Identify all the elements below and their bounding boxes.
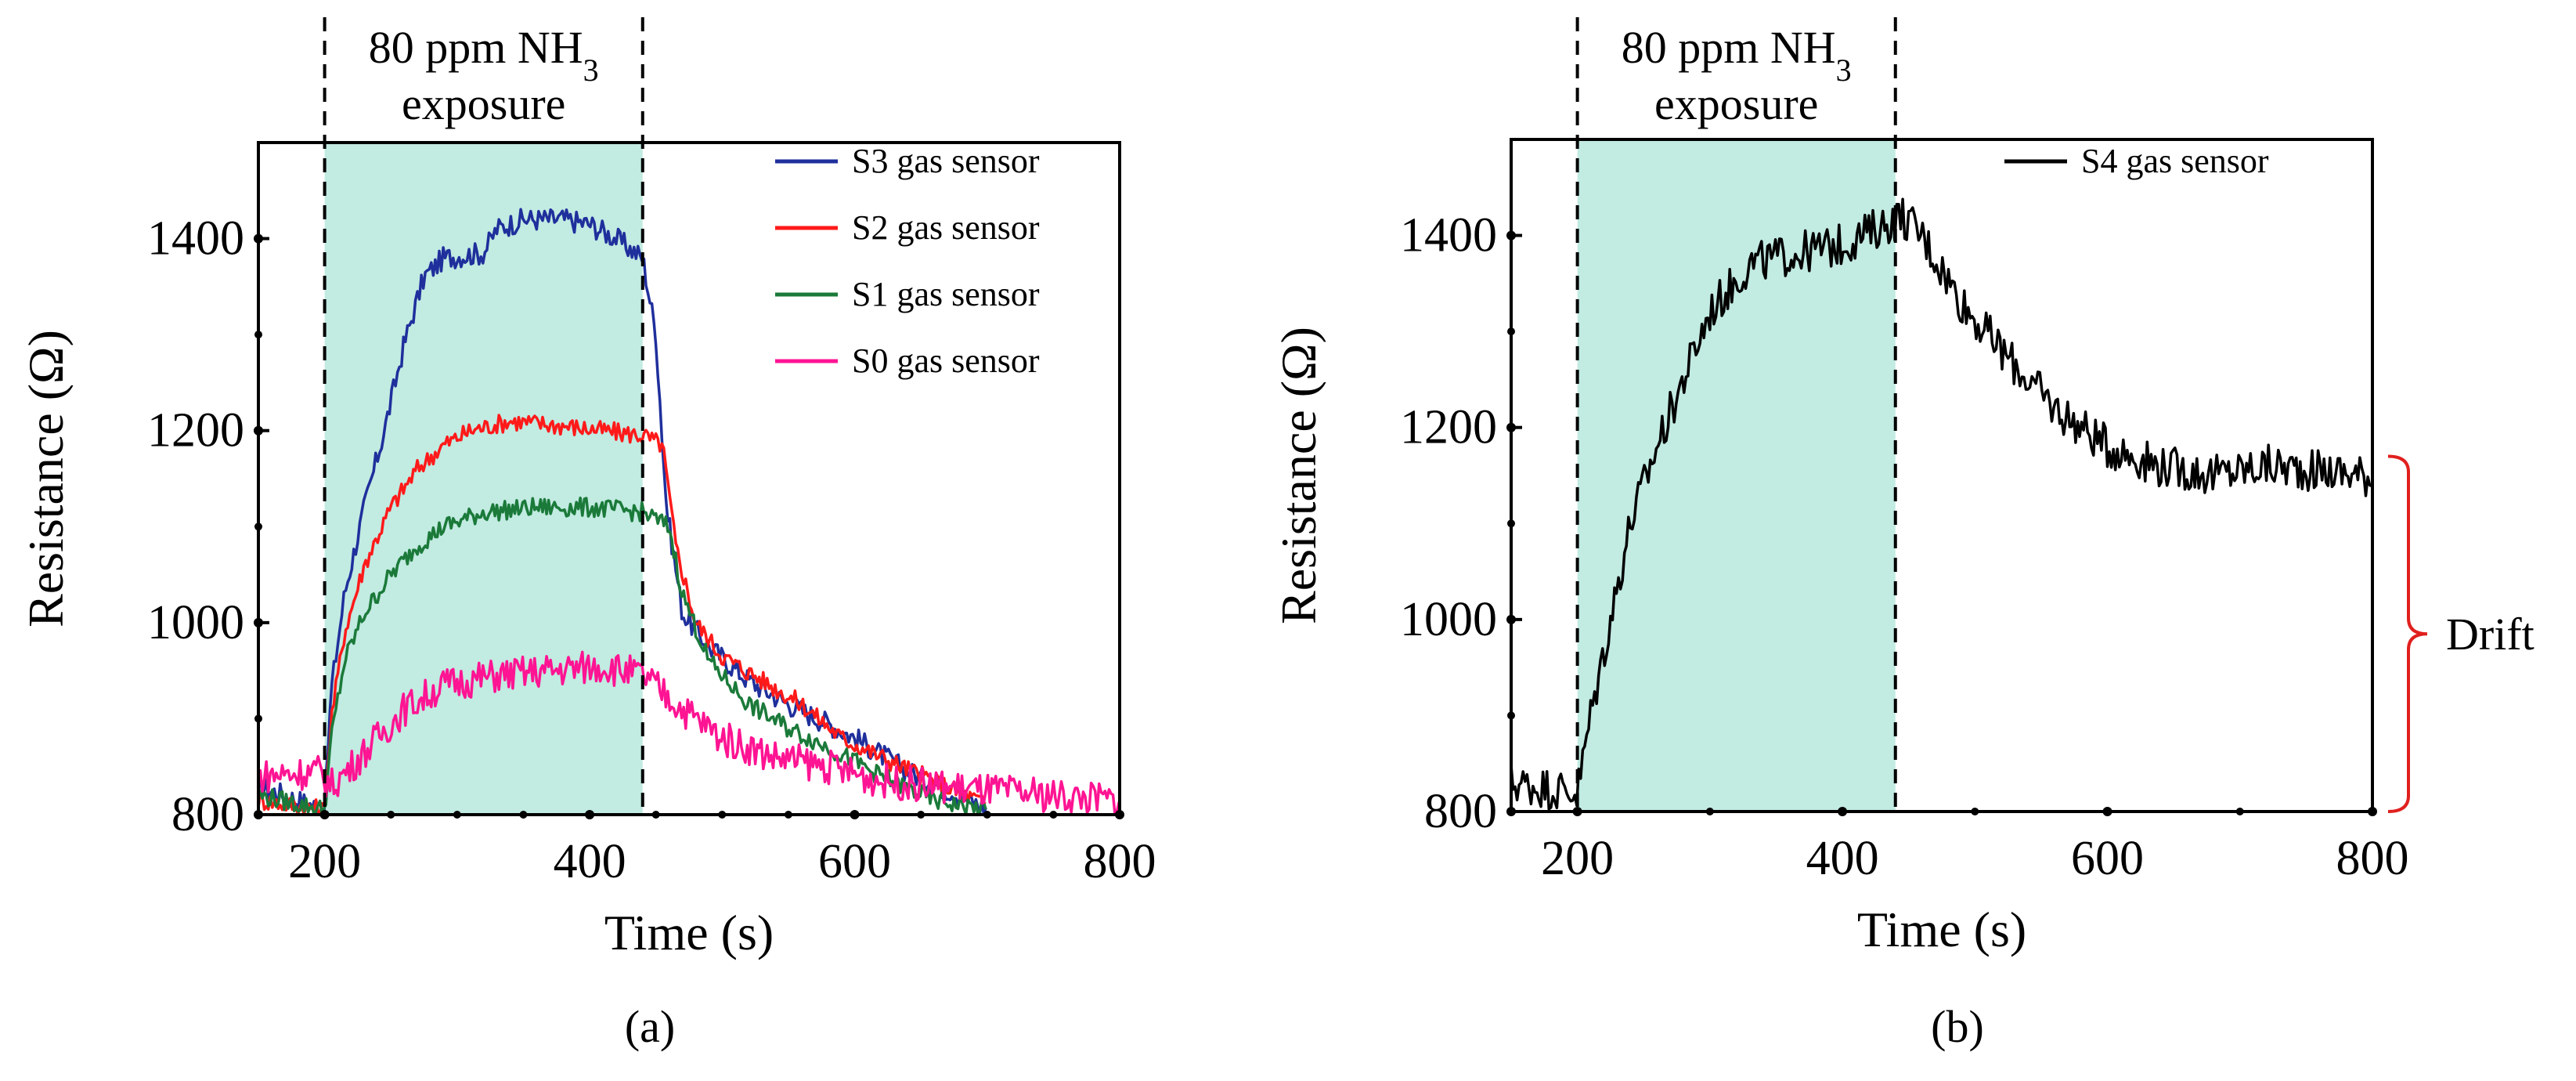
x-tick-dot	[850, 810, 860, 819]
drift-brace	[2387, 454, 2428, 813]
exposure-label-line1: 80 ppm NH3	[369, 22, 599, 88]
y-minor-tick	[254, 714, 262, 723]
series-line-s4	[1510, 197, 2372, 811]
y-tick-label: 1200	[1400, 401, 1497, 454]
x-tick-dot	[319, 810, 330, 819]
y-tick-label: 800	[1424, 785, 1497, 838]
exposure-label-line1: 80 ppm NH3	[1622, 22, 1852, 88]
x-tick-label: 400	[554, 835, 626, 888]
plot-frame	[257, 141, 1121, 816]
y-tick-dot	[254, 617, 263, 627]
x-tick-label: 200	[1541, 832, 1614, 885]
x-minor-tick	[983, 811, 991, 819]
legend-label: S2 gas sensor	[852, 208, 1040, 247]
exposure-label-subscript: 3	[1836, 52, 1852, 88]
plot-frame	[1510, 138, 2374, 813]
exposure-label-line2: exposure	[1654, 78, 1818, 129]
exposure-label-line2: exposure	[402, 78, 565, 129]
x-tick-dot	[1572, 807, 1582, 816]
y-minor-tick	[1507, 327, 1515, 336]
exposure-region	[1577, 139, 1896, 812]
x-minor-tick	[1705, 808, 1714, 815]
x-minor-tick	[1971, 808, 1979, 815]
x-minor-tick	[917, 811, 925, 819]
y-tick-label: 1400	[1400, 209, 1497, 262]
y-tick-label: 1200	[147, 404, 244, 457]
x-tick-label: 400	[1806, 832, 1879, 885]
y-axis-label: Resistance (Ω)	[1271, 327, 1326, 624]
x-minor-tick	[718, 811, 727, 819]
exposure-label-subscript: 3	[583, 52, 599, 88]
x-minor-tick	[387, 811, 395, 819]
x-tick-dot	[585, 810, 595, 819]
x-minor-tick	[519, 811, 528, 819]
x-tick-dot	[1115, 810, 1124, 819]
x-minor-tick	[784, 811, 792, 819]
x-axis-label: Time (s)	[604, 905, 774, 960]
x-axis-label: Time (s)	[1857, 902, 2026, 957]
series-line-s3	[258, 208, 987, 816]
y-minor-tick	[254, 522, 262, 531]
y-tick-dot	[1506, 614, 1516, 624]
legend-label: S4 gas sensor	[2081, 142, 2269, 180]
x-minor-tick	[1049, 811, 1058, 819]
exposure-label-main: 80 ppm NH	[369, 22, 583, 73]
x-tick-label: 200	[288, 835, 361, 888]
y-minor-tick	[254, 331, 262, 339]
x-minor-tick	[651, 811, 660, 819]
y-tick-dot	[254, 425, 263, 436]
y-tick-label: 800	[171, 788, 244, 841]
x-minor-tick	[453, 811, 461, 819]
series-line-s2	[257, 414, 987, 816]
y-tick-label: 1400	[147, 212, 244, 266]
y-tick-dot	[254, 810, 263, 819]
y-minor-tick	[1507, 519, 1515, 528]
y-minor-tick	[1507, 711, 1515, 720]
x-tick-label: 800	[2336, 832, 2409, 885]
y-tick-dot	[1506, 807, 1516, 816]
x-tick-label: 600	[818, 835, 891, 888]
drift-label: Drift	[2446, 609, 2535, 660]
legend-label: S3 gas sensor	[852, 142, 1040, 180]
panel-caption: (a)	[625, 1001, 675, 1052]
y-axis-label: Resistance (Ω)	[18, 330, 74, 627]
y-tick-dot	[1506, 422, 1516, 432]
y-tick-dot	[1506, 230, 1516, 240]
x-tick-dot	[1838, 807, 1848, 816]
x-tick-label: 600	[2071, 832, 2144, 885]
legend-label: S1 gas sensor	[852, 275, 1040, 313]
series-line-s0	[257, 650, 1120, 816]
x-tick-dot	[2368, 807, 2377, 816]
series-line-s1	[257, 496, 987, 816]
x-minor-tick	[2235, 808, 2244, 815]
x-tick-label: 800	[1084, 835, 1156, 888]
y-tick-label: 1000	[1400, 593, 1497, 646]
exposure-label-main: 80 ppm NH	[1622, 22, 1836, 73]
panel-caption: (b)	[1931, 1001, 1984, 1052]
y-tick-dot	[254, 233, 263, 244]
legend-label: S0 gas sensor	[852, 342, 1040, 380]
y-tick-label: 1000	[147, 596, 244, 649]
x-tick-dot	[2102, 807, 2112, 816]
